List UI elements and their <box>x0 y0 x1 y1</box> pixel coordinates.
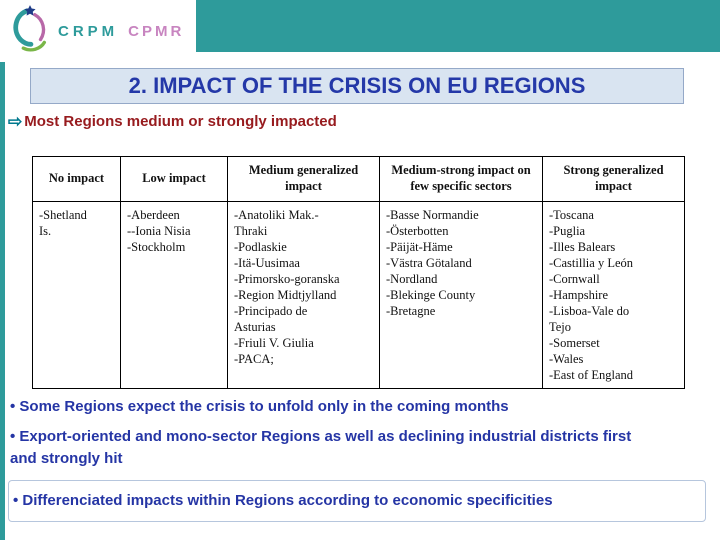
bullet-export-oriented: • Export-oriented and mono-sector Region… <box>10 428 632 467</box>
subtitle-text: Most Regions medium or strongly impacted <box>24 113 337 130</box>
crpm-logo-icon <box>8 4 52 59</box>
bullet-box: • Differenciated impacts within Regions … <box>8 480 706 522</box>
logo-text-cpmr: CPMR <box>128 22 185 40</box>
table-header-medium-generalized: Medium generalized impact <box>227 156 380 202</box>
table-cell-strong-generalized: -Toscana -Puglia -Illes Balears -Castill… <box>542 201 685 389</box>
bullet-differenciated-impacts: • Differenciated impacts within Regions … <box>13 492 553 510</box>
subtitle: ⇨ Most Regions medium or strongly impacte… <box>8 112 337 132</box>
table-cell-medium-strong: -Basse Normandie -Österbotten -Päijät-Hä… <box>379 201 543 389</box>
table-header-medium-strong: Medium-strong impact on few specific sec… <box>379 156 543 202</box>
bullet-coming-months: • Some Regions expect the crisis to unfo… <box>10 398 509 415</box>
table-cell-medium-generalized: -Anatoliki Mak.- Thraki -Podlaskie -Itä-… <box>227 201 380 389</box>
impact-table: No impact Low impact Medium generalized … <box>32 156 685 389</box>
table-header-row: No impact Low impact Medium generalized … <box>32 156 685 202</box>
table-row: -Shetland Is. -Aberdeen --Ionia Nisia -S… <box>32 201 685 389</box>
title-box: 2. IMPACT OF THE CRISIS ON EU REGIONS <box>30 68 684 104</box>
table-cell-no-impact: -Shetland Is. <box>32 201 121 389</box>
table-header-strong-generalized: Strong generalized impact <box>542 156 685 202</box>
arrow-bullet-icon: ⇨ <box>8 112 23 131</box>
logo-text-crpm: CRPM <box>58 22 119 40</box>
logo-panel: CRPM CPMR <box>0 0 196 62</box>
page-title: 2. IMPACT OF THE CRISIS ON EU REGIONS <box>128 73 586 98</box>
left-accent-stripe <box>0 0 5 540</box>
table-header-no-impact: No impact <box>32 156 121 202</box>
table-cell-low-impact: -Aberdeen --Ionia Nisia -Stockholm <box>120 201 228 389</box>
table-header-low-impact: Low impact <box>120 156 228 202</box>
